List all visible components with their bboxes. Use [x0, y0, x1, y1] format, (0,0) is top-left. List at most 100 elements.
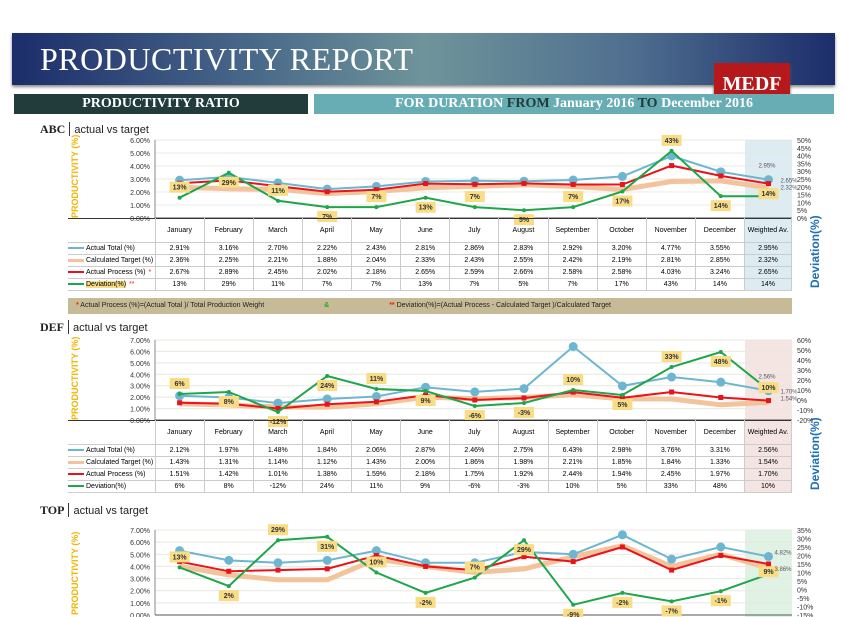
deviation-label-box — [169, 551, 190, 563]
deviation-label-box — [366, 191, 387, 203]
y2-tick-label: 60% — [797, 338, 811, 345]
deviation-label-box — [563, 191, 584, 203]
process-point — [324, 401, 330, 407]
legend-swatch-icon — [68, 473, 84, 476]
y-tick-label: 6.00% — [130, 540, 150, 547]
y2-tick-label: -5% — [797, 596, 809, 603]
actual-point — [764, 551, 773, 561]
deviation-label: 10% — [566, 377, 581, 384]
legend-cell[interactable]: Deviation(%) — [68, 480, 156, 493]
process-point — [423, 181, 429, 187]
column-header: September — [547, 218, 598, 243]
y2-tick-label: 45% — [797, 146, 811, 153]
y2-tick-label: 0% — [797, 216, 807, 223]
y-tick-label: 1.00% — [130, 407, 150, 414]
legend-swatch-icon — [68, 485, 84, 488]
process-point — [619, 544, 625, 550]
deviation-label-box — [464, 191, 485, 203]
y2-tick-label: 20% — [797, 554, 811, 561]
deviation-label-box — [169, 181, 190, 193]
deviation-label-box — [366, 373, 387, 384]
deviation-label-box — [563, 374, 584, 385]
actual-point — [617, 530, 627, 540]
process-point — [521, 180, 527, 186]
deviation-label: 9% — [421, 398, 432, 405]
process-point — [619, 395, 625, 401]
weighted-value-label: 2.56% — [759, 375, 777, 381]
deviation-label-box — [464, 561, 485, 573]
table-cell: 5% — [596, 480, 647, 493]
from-label: FROM — [506, 96, 550, 111]
deviation-label-box — [415, 201, 436, 213]
y2-tick-label: 5% — [797, 579, 807, 586]
y2-tick-label: 35% — [797, 161, 811, 168]
process-point — [226, 568, 232, 574]
section-label: TOP actual vs target — [40, 503, 148, 518]
deviation-label-box — [514, 544, 534, 556]
deviation-point — [226, 170, 231, 175]
legend-label: Actual Process (%) — [86, 269, 146, 276]
actual-point — [371, 546, 381, 556]
deviation-label: 11% — [271, 188, 285, 195]
actual-point — [371, 391, 381, 401]
deviation-label-box — [218, 590, 239, 602]
deviation-label: 29% — [517, 547, 532, 554]
deviation-label: 5% — [617, 402, 628, 409]
y-tick-label: 2.00% — [130, 190, 150, 197]
y-tick-label: 4.00% — [130, 164, 150, 171]
deviation-point — [374, 387, 379, 391]
legend-swatch-icon — [68, 460, 84, 464]
deviation-label-box — [268, 524, 288, 536]
deviation-label: 33% — [665, 354, 680, 361]
end-date[interactable]: December 2016 — [657, 96, 753, 111]
table-row: Actual Process (%) * 2.67% 2.89% 2.45% 2.02% 2… — [68, 266, 792, 279]
process-point — [373, 187, 379, 193]
deviation-point — [276, 198, 280, 203]
legend-label: Actual Total (%) — [86, 447, 135, 454]
deviation-label-box — [317, 380, 338, 391]
deviation-label: -2% — [616, 600, 629, 607]
deviation-point — [718, 350, 723, 354]
column-header: January — [154, 420, 205, 445]
y-tick-label: 0.00% — [130, 613, 150, 617]
table-cell: 29% — [203, 278, 254, 291]
y2-tick-label: 15% — [797, 193, 811, 200]
weighted-value-label: 1.54% — [781, 397, 799, 403]
deviation-label: 24% — [320, 383, 335, 390]
deviation-label: -3% — [518, 410, 531, 417]
column-header: December — [694, 218, 746, 243]
y2-tick-label: -20% — [797, 418, 813, 425]
deviation-label: -1% — [715, 598, 728, 605]
actual-point — [667, 554, 677, 564]
deviation-point — [276, 410, 280, 414]
process-point — [619, 181, 625, 187]
process-point — [669, 567, 675, 573]
deviation-label: 29% — [271, 527, 286, 534]
table-cell: 48% — [694, 480, 746, 493]
legend-label: Actual Process (%) — [86, 471, 146, 478]
column-header: Weighted Av. — [744, 218, 792, 243]
deviation-point — [669, 365, 674, 369]
weighted-value-label: 1.70% — [781, 390, 799, 396]
deviation-point — [522, 538, 526, 543]
deviation-point — [669, 148, 674, 153]
y2-tick-label: 15% — [797, 562, 811, 569]
y-tick-label: 3.00% — [130, 577, 150, 584]
deviation-point — [276, 538, 280, 543]
column-header: October — [596, 218, 647, 243]
weighted-value-label: 4.82% — [775, 550, 793, 556]
deviation-label: 48% — [714, 359, 729, 366]
table-row: Actual Total (%) 2.91% 3.16% 2.70% 2.22% 2.43… — [68, 242, 792, 255]
y2-tick-label: 20% — [797, 185, 811, 192]
double-asterisk: ** — [389, 302, 395, 309]
deviation-label-box — [317, 211, 338, 223]
start-date[interactable]: January 2016 — [549, 96, 638, 111]
deviation-label-box — [661, 605, 682, 617]
y2-tick-label: 20% — [797, 378, 811, 385]
deviation-label: -9% — [567, 612, 580, 617]
legend-cell[interactable]: Deviation(%) ** — [68, 278, 156, 291]
deviation-point — [571, 602, 576, 607]
process-point — [570, 389, 576, 395]
legend-label: Calculated Target (%) — [86, 257, 154, 264]
deviation-label: 31% — [320, 544, 335, 551]
